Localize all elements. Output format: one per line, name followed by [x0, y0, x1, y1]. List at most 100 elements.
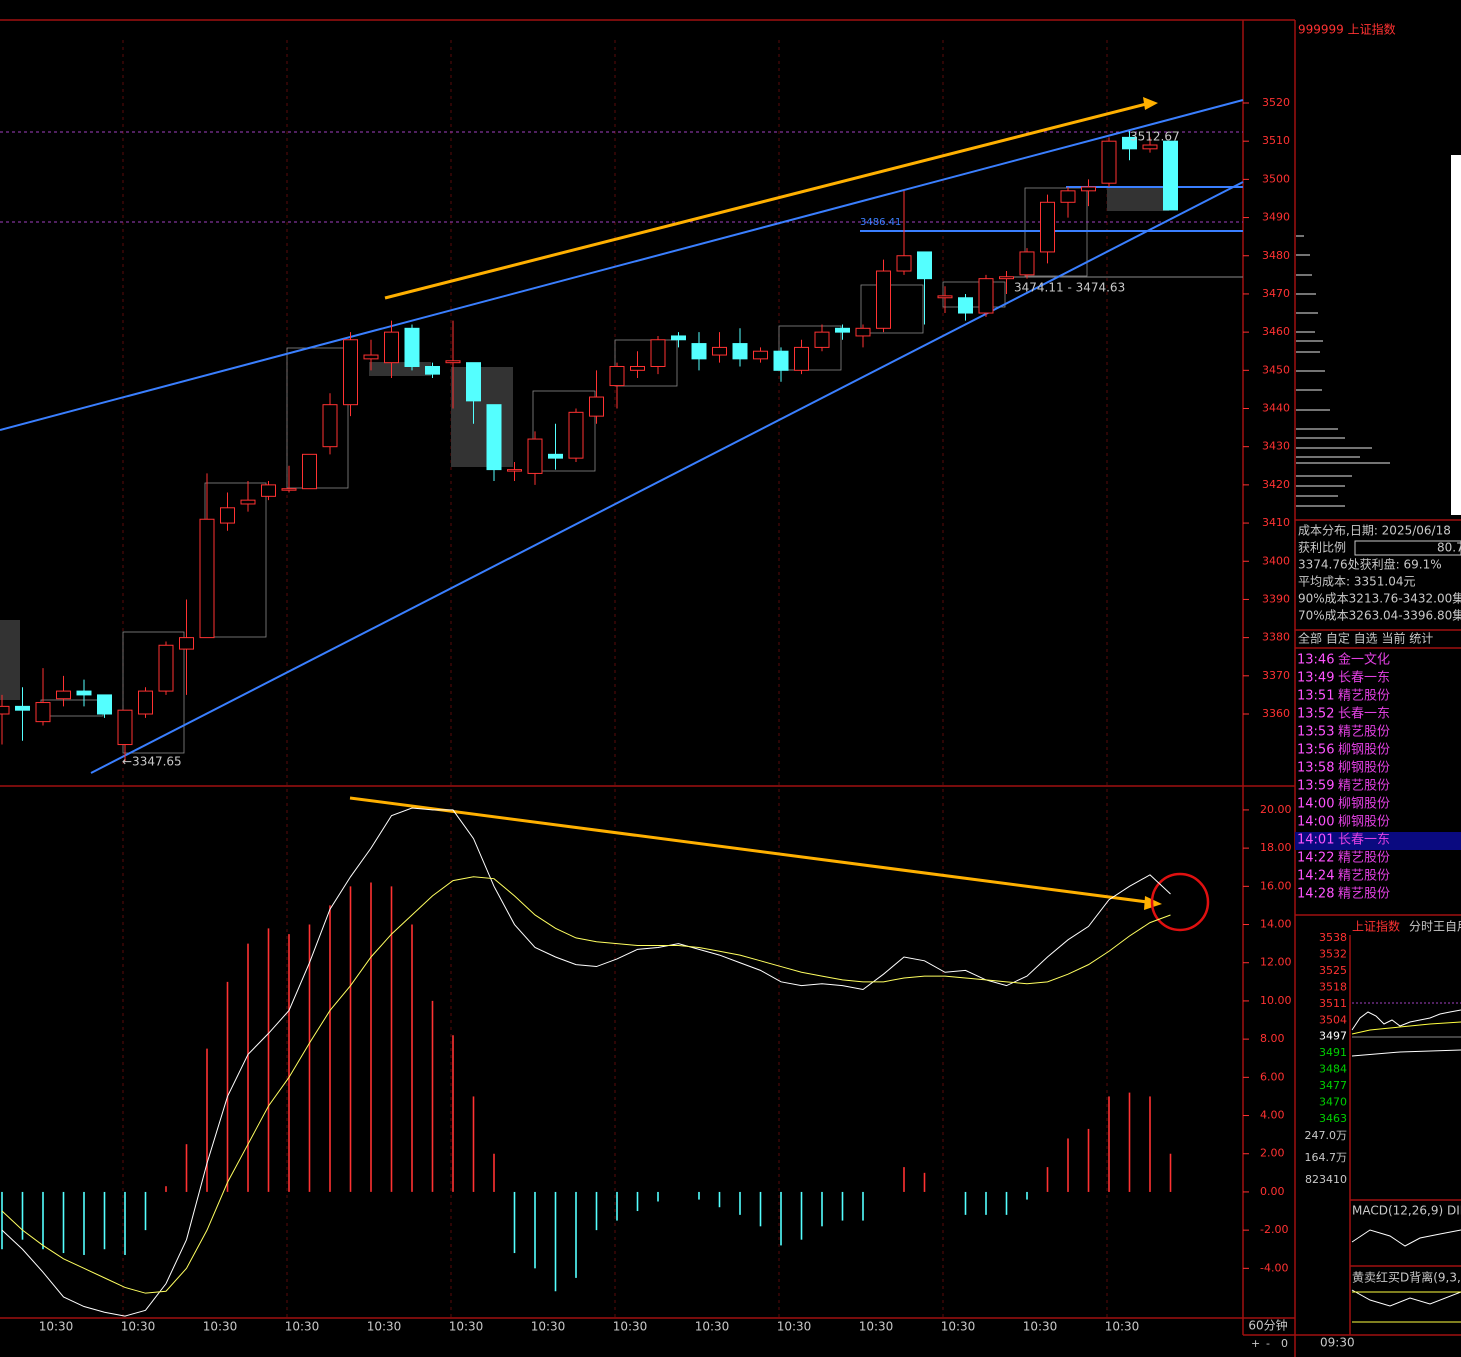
candle-body — [76, 690, 92, 696]
row-time[interactable]: 13:49 — [1297, 671, 1334, 686]
candle-body — [199, 518, 215, 639]
mini-volume-label: 164.7万 — [1305, 1151, 1348, 1164]
candle-body — [384, 331, 399, 364]
row-time[interactable]: 14:28 — [1297, 887, 1334, 902]
cost-title: 成本分布,日期: 2025/06/18 — [1298, 524, 1451, 538]
mini-y-label: 3491 — [1319, 1046, 1347, 1059]
y-tick-label: 3440 — [1262, 402, 1290, 415]
y-tick-label: 3510 — [1262, 134, 1290, 147]
y-tick-label: 18.00 — [1260, 841, 1292, 854]
candle-body — [1040, 201, 1055, 253]
y-tick-label: 3360 — [1262, 707, 1290, 720]
row-name: 柳钢股份 — [1338, 743, 1390, 758]
row-time[interactable]: 13:56 — [1297, 743, 1334, 758]
footer-button[interactable]: 0 — [1281, 1337, 1288, 1350]
candle-body — [97, 694, 112, 715]
candle-body — [732, 343, 748, 360]
tabs[interactable]: 全部 自定 自选 当前 统计 — [1298, 631, 1433, 646]
row-name: 柳钢股份 — [1338, 815, 1390, 830]
y-tick-label: 3450 — [1262, 363, 1290, 376]
row-time[interactable]: 14:00 — [1297, 797, 1334, 812]
y-tick-label: 16.00 — [1260, 879, 1292, 892]
row-time[interactable]: 13:53 — [1297, 725, 1334, 740]
candle-body — [322, 404, 338, 448]
row-time[interactable]: 14:01 — [1297, 833, 1334, 848]
x-tick-label: 10:30 — [859, 1320, 894, 1334]
candle-body — [158, 644, 174, 692]
mini-indicator: 黄卖红买D背离(9,3,3 — [1352, 1270, 1461, 1285]
row-name: 柳钢股份 — [1338, 761, 1390, 776]
candle-body — [363, 354, 379, 360]
y-tick-label: 3520 — [1262, 96, 1290, 109]
candle-body — [507, 469, 522, 472]
candle-body — [117, 709, 133, 746]
cost-line: 90%成本3213.76-3432.00集中 — [1298, 591, 1461, 606]
row-name: 精艺股份 — [1338, 779, 1390, 794]
x-tick-label: 10:30 — [285, 1320, 320, 1334]
row-time[interactable]: 14:22 — [1297, 851, 1334, 866]
mini-volume-label: 823410 — [1305, 1173, 1347, 1186]
candle-body — [281, 488, 297, 491]
mini-tab[interactable]: 分时王自用 — [1409, 920, 1461, 934]
candle-body — [712, 346, 727, 356]
x-tick-label: 10:30 — [367, 1320, 402, 1334]
candle-body — [445, 360, 461, 364]
footer-button[interactable]: + — [1251, 1337, 1260, 1350]
mini-volume-label: 247.0万 — [1305, 1129, 1348, 1142]
candle-body — [589, 396, 604, 417]
candle-body — [630, 365, 645, 371]
candle-body — [917, 251, 932, 280]
annotation: 3486.41 — [860, 217, 901, 228]
candle-body — [35, 702, 51, 723]
cost-line: 70%成本3263.04-3396.80集中 — [1298, 608, 1461, 623]
row-time[interactable]: 13:46 — [1297, 653, 1334, 668]
annotation: ←3347.65 — [122, 755, 182, 769]
row-time[interactable]: 13:58 — [1297, 761, 1334, 776]
footer-button[interactable]: - — [1266, 1337, 1270, 1350]
row-time[interactable]: 14:24 — [1297, 869, 1334, 884]
row-time[interactable]: 13:52 — [1297, 707, 1334, 722]
mini-y-label: 3484 — [1319, 1063, 1347, 1076]
y-tick-label: -2.00 — [1260, 1223, 1288, 1236]
row-time[interactable]: 13:51 — [1297, 689, 1334, 704]
y-tick-label: 4.00 — [1260, 1109, 1285, 1122]
mini-y-label: 3518 — [1319, 980, 1347, 993]
profit-label: 获利比例 — [1298, 541, 1346, 555]
candle-body — [671, 335, 686, 341]
x-tick-label: 10:30 — [39, 1320, 74, 1334]
cost-line: 平均成本: 3351.04元 — [1298, 575, 1415, 589]
row-time[interactable]: 13:59 — [1297, 779, 1334, 794]
row-name: 金一文化 — [1338, 652, 1390, 668]
candle-body — [1122, 136, 1137, 150]
annotation: 3512.67 — [1130, 130, 1180, 144]
y-tick-label: 12.00 — [1260, 956, 1292, 969]
y-tick-label: 3470 — [1262, 287, 1290, 300]
x-tick-label: 10:30 — [695, 1320, 730, 1334]
candle-body — [1101, 140, 1117, 184]
candle-body — [978, 278, 994, 314]
y-tick-label: 10.00 — [1260, 994, 1292, 1007]
row-time[interactable]: 14:00 — [1297, 815, 1334, 830]
candle-body — [794, 346, 809, 371]
candle-body — [56, 690, 71, 700]
row-name: 精艺股份 — [1338, 725, 1390, 740]
candle-body — [937, 295, 953, 299]
mini-y-label: 3525 — [1319, 964, 1347, 977]
candle-body — [773, 350, 789, 371]
frame — [0, 19, 1461, 1357]
candle-body — [1142, 144, 1158, 150]
candle-body — [855, 327, 871, 337]
candle-body — [220, 507, 235, 524]
candle-body — [179, 637, 194, 650]
candle-body — [835, 327, 850, 333]
candle-body — [138, 690, 153, 715]
x-tick-label: 10:30 — [203, 1320, 238, 1334]
candle-body — [1060, 190, 1076, 203]
mini-y-label: 3477 — [1319, 1079, 1347, 1092]
cost-line: 3374.76处获利盘: 69.1% — [1298, 557, 1442, 572]
candle-body — [650, 339, 666, 367]
y-tick-label: 6.00 — [1260, 1070, 1285, 1083]
candle-body — [1019, 251, 1035, 276]
